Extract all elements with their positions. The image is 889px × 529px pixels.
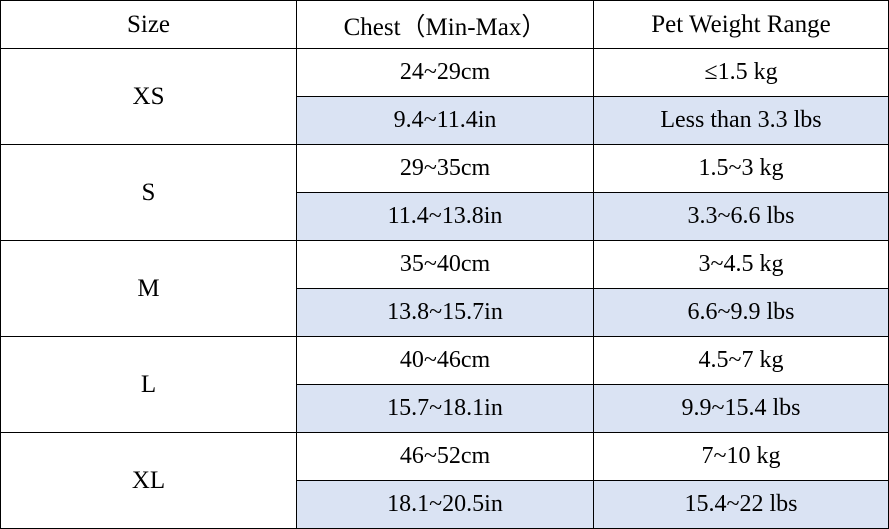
chest-in-cell: 13.8~15.7in (296, 288, 594, 337)
table-row: M 35~40cm 3~4.5 kg (0, 240, 889, 337)
chest-in-cell: 15.7~18.1in (296, 384, 594, 433)
chest-cm-cell: 35~40cm (296, 240, 594, 289)
size-label: S (0, 144, 297, 241)
size-label: XL (0, 432, 297, 529)
size-label: XS (0, 48, 297, 145)
table-row: S 29~35cm 1.5~3 kg (0, 144, 889, 241)
table-row: XS 24~29cm ≤1.5 kg (0, 48, 889, 145)
chest-in-cell: 9.4~11.4in (296, 96, 594, 145)
table-row: 9.4~11.4in Less than 3.3 lbs (1, 96, 889, 145)
chest-cm-cell: 40~46cm (296, 336, 594, 385)
table-row: L 40~46cm 4.5~7 kg (0, 336, 889, 433)
chest-in-cell: 11.4~13.8in (296, 192, 594, 241)
chest-cm-cell: 24~29cm (296, 48, 594, 97)
weight-kg-cell: 7~10 kg (593, 432, 889, 481)
chest-cm-cell: 46~52cm (296, 432, 594, 481)
header-size: Size (0, 0, 297, 49)
weight-lbs-cell: 15.4~22 lbs (593, 480, 889, 529)
size-label: M (0, 240, 297, 337)
header-chest: Chest（Min-Max） (296, 0, 594, 49)
table-row: 13.8~15.7in 6.6~9.9 lbs (1, 288, 889, 337)
weight-lbs-cell: 3.3~6.6 lbs (593, 192, 889, 241)
weight-lbs-cell: Less than 3.3 lbs (593, 96, 889, 145)
weight-kg-cell: 1.5~3 kg (593, 144, 889, 193)
weight-kg-cell: ≤1.5 kg (593, 48, 889, 97)
table-row: 18.1~20.5in 15.4~22 lbs (1, 480, 889, 529)
table-row: XL 46~52cm 7~10 kg (0, 432, 889, 529)
chest-cm-cell: 29~35cm (296, 144, 594, 193)
weight-lbs-cell: 6.6~9.9 lbs (593, 288, 889, 337)
weight-kg-cell: 4.5~7 kg (593, 336, 889, 385)
table-row: 15.7~18.1in 9.9~15.4 lbs (1, 384, 889, 433)
chest-in-cell: 18.1~20.5in (296, 480, 594, 529)
header-weight: Pet Weight Range (593, 0, 889, 49)
size-label: L (0, 336, 297, 433)
header-row: Size Chest（Min-Max） Pet Weight Range (0, 0, 889, 49)
weight-kg-cell: 3~4.5 kg (593, 240, 889, 289)
weight-lbs-cell: 9.9~15.4 lbs (593, 384, 889, 433)
